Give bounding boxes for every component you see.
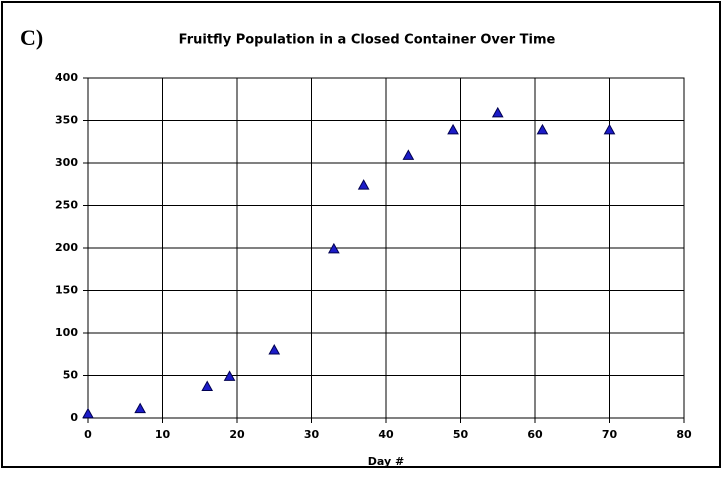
point	[328, 242, 340, 254]
y-tick-label: 100	[55, 326, 78, 339]
y-tick-label: 400	[55, 71, 78, 84]
y-tick-label: 300	[55, 156, 78, 169]
plot-frame	[87, 77, 685, 419]
x-tick-label: 10	[155, 428, 171, 441]
point	[82, 407, 94, 419]
y-tick-label: 50	[63, 369, 79, 382]
y-tick-label: 250	[55, 199, 78, 212]
point	[223, 370, 236, 381]
point	[268, 343, 281, 355]
y-tick-label: 200	[55, 241, 78, 254]
y-tick-label: 350	[55, 114, 78, 127]
x-axis-label: Day #	[368, 455, 404, 468]
x-tick-label: 20	[229, 428, 245, 441]
point	[491, 106, 504, 118]
x-tick-label: 0	[84, 428, 92, 441]
x-tick-label: 50	[453, 428, 469, 441]
x-tick-label: 40	[378, 428, 394, 441]
point	[357, 179, 370, 190]
point	[134, 402, 146, 414]
point	[201, 380, 214, 392]
chart-frame	[1, 1, 721, 468]
x-tick-label: 70	[602, 428, 618, 441]
point	[402, 149, 415, 160]
panel-label: C)	[20, 25, 43, 50]
point	[536, 123, 549, 135]
y-tick-label: 0	[70, 411, 78, 424]
point	[603, 123, 616, 135]
y-tick-label: 150	[55, 284, 78, 297]
point	[447, 123, 459, 135]
x-tick-label: 30	[304, 428, 320, 441]
x-tick-label: 60	[527, 428, 543, 441]
chart-title: Fruitfly Population in a Closed Containe…	[179, 33, 556, 48]
x-tick-label: 80	[676, 428, 692, 441]
